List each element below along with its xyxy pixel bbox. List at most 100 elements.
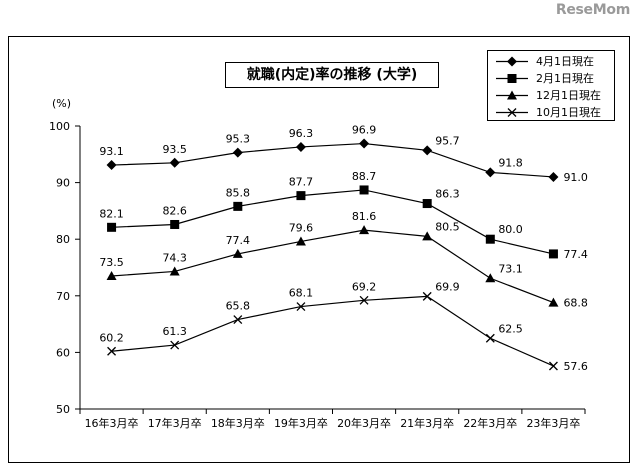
legend-item-series-3: 12月1日現在 bbox=[492, 87, 614, 104]
x-tick-label: 21年3月卒 bbox=[400, 416, 454, 430]
data-label: 68.8 bbox=[563, 297, 588, 310]
data-point bbox=[359, 185, 369, 195]
legend-item-series-2: 2月1日現在 bbox=[492, 70, 614, 87]
chart-frame bbox=[8, 36, 630, 463]
x-marker-stroke bbox=[107, 346, 117, 356]
data-point bbox=[422, 231, 433, 241]
data-label: 91.0 bbox=[563, 171, 588, 184]
data-point bbox=[296, 302, 306, 312]
data-label: 87.7 bbox=[289, 176, 314, 189]
series-line bbox=[111, 142, 554, 178]
x-tick-label: 19年3月卒 bbox=[274, 416, 328, 430]
legend-marker bbox=[507, 74, 517, 83]
data-label: 80.5 bbox=[435, 220, 460, 233]
data-label: 73.5 bbox=[99, 256, 124, 269]
data-label: 57.6 bbox=[563, 360, 588, 373]
data-point bbox=[422, 291, 432, 301]
data-point bbox=[232, 248, 243, 258]
x-marker-stroke bbox=[548, 361, 558, 371]
data-label: 85.8 bbox=[226, 186, 251, 199]
y-tick-label: 70 bbox=[56, 290, 70, 303]
data-point bbox=[169, 157, 180, 168]
data-label: 80.0 bbox=[498, 223, 523, 236]
y-tick-label: 50 bbox=[56, 403, 70, 416]
data-label: 69.9 bbox=[435, 280, 460, 293]
legend-marker bbox=[507, 90, 517, 100]
data-point bbox=[359, 295, 369, 305]
data-point bbox=[170, 219, 180, 229]
x-marker-stroke bbox=[485, 333, 495, 343]
x-tick-label: 22年3月卒 bbox=[463, 416, 517, 430]
legend-label: 12月1日現在 bbox=[536, 89, 601, 102]
data-label: 81.6 bbox=[352, 210, 377, 223]
x-marker-stroke bbox=[507, 108, 517, 117]
data-point bbox=[106, 270, 117, 280]
x-marker-stroke bbox=[233, 315, 243, 325]
legend-item-series-1: 4月1日現在 bbox=[492, 53, 614, 70]
data-point bbox=[485, 234, 495, 244]
data-label: 61.3 bbox=[162, 325, 187, 338]
legend-marker bbox=[507, 56, 517, 67]
data-point bbox=[422, 145, 433, 156]
data-label: 69.2 bbox=[352, 280, 377, 293]
data-label: 96.3 bbox=[289, 127, 314, 140]
legend-item-series-4: 10月1日現在 bbox=[492, 104, 614, 121]
data-label: 88.7 bbox=[352, 170, 377, 183]
data-label: 65.8 bbox=[226, 300, 251, 313]
data-label: 82.6 bbox=[162, 204, 187, 217]
data-point bbox=[232, 147, 243, 158]
data-point bbox=[107, 222, 117, 232]
x-tick-label: 18年3月卒 bbox=[211, 416, 265, 430]
data-point bbox=[296, 191, 306, 201]
data-label: 60.2 bbox=[99, 331, 124, 344]
data-point bbox=[485, 167, 496, 178]
data-point bbox=[485, 333, 495, 343]
data-point bbox=[548, 297, 559, 307]
data-point bbox=[548, 171, 559, 182]
data-point bbox=[359, 225, 370, 235]
data-label: 95.3 bbox=[226, 133, 251, 146]
x-tick-label: 23年3月卒 bbox=[526, 416, 580, 430]
data-label: 91.8 bbox=[498, 156, 523, 169]
x-marker-stroke bbox=[422, 291, 432, 301]
legend-label: 2月1日現在 bbox=[536, 72, 594, 85]
data-label: 73.1 bbox=[498, 262, 523, 275]
data-point bbox=[548, 361, 558, 371]
x-marker-stroke bbox=[296, 302, 306, 312]
diamond-marker-icon bbox=[496, 56, 528, 67]
data-point bbox=[233, 201, 243, 211]
series-line bbox=[111, 189, 554, 255]
data-point bbox=[295, 236, 306, 246]
y-tick-label: 80 bbox=[56, 233, 70, 246]
data-label: 82.1 bbox=[99, 207, 124, 220]
square-marker-icon bbox=[496, 74, 528, 83]
data-point bbox=[359, 138, 370, 149]
data-point bbox=[485, 273, 496, 283]
y-tick-label: 60 bbox=[56, 346, 70, 359]
triangle-marker-icon bbox=[496, 90, 528, 100]
legend-label: 4月1日現在 bbox=[536, 55, 594, 68]
data-label: 77.4 bbox=[226, 234, 251, 247]
data-label: 86.3 bbox=[435, 188, 460, 201]
data-label: 93.5 bbox=[162, 143, 187, 156]
chart-title: 就職(内定)率の推移 (大学) bbox=[225, 62, 439, 88]
data-point bbox=[169, 266, 180, 276]
data-point bbox=[233, 315, 243, 325]
data-label: 95.7 bbox=[435, 134, 460, 147]
data-point bbox=[170, 340, 180, 350]
y-axis-label: (%) bbox=[52, 97, 71, 110]
x-tick-label: 17年3月卒 bbox=[148, 416, 202, 430]
data-label: 77.4 bbox=[563, 248, 588, 261]
x-tick-label: 20年3月卒 bbox=[337, 416, 391, 430]
data-point bbox=[422, 199, 432, 209]
data-label: 96.9 bbox=[352, 124, 377, 137]
series-line bbox=[111, 229, 554, 304]
x-marker-icon bbox=[496, 108, 528, 117]
data-point bbox=[107, 346, 117, 356]
data-label: 79.6 bbox=[289, 221, 314, 234]
data-label: 93.1 bbox=[99, 145, 124, 158]
resemom-watermark: ReseMom bbox=[555, 2, 630, 18]
x-tick-label: 16年3月卒 bbox=[85, 416, 139, 430]
chart-legend: 4月1日現在 2月1日現在 12月1日現在 10月1日現在 bbox=[487, 50, 615, 121]
